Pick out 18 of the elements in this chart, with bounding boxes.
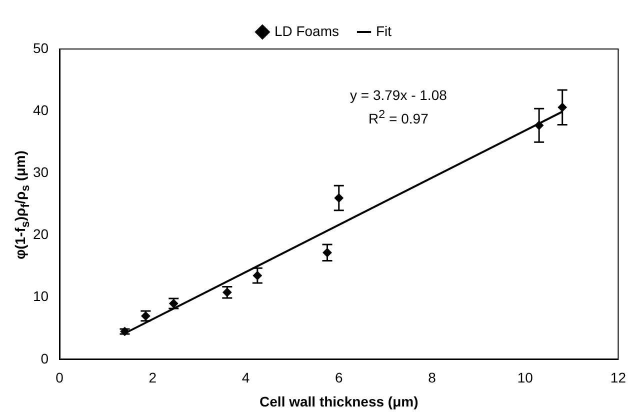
y-tick-label: 10 [32,288,49,304]
y-tick-label: 30 [32,164,49,180]
x-tick-label: 2 [148,370,157,386]
x-tick-label: 4 [242,370,250,386]
annotation: R$^{2}$ = 0.97 [368,108,428,127]
x-tick-label: 10 [517,370,534,386]
y-tick-label: 20 [32,226,49,242]
legend-label: LD Foams [274,22,340,39]
y-tick-label: 40 [32,102,49,118]
x-tick-label: 0 [56,370,64,386]
x-axis-title: Cell wall thickness (μm) [260,393,418,410]
x-tick-label: 6 [334,370,343,386]
x-tick-label: 12 [610,370,626,386]
annotation: y = 3.79x - 1.08 [350,87,447,103]
legend-label: Fit [376,22,392,39]
y-tick-label: 0 [40,350,49,366]
x-tick-label: 8 [428,370,436,386]
y-tick-label: 50 [32,40,49,56]
